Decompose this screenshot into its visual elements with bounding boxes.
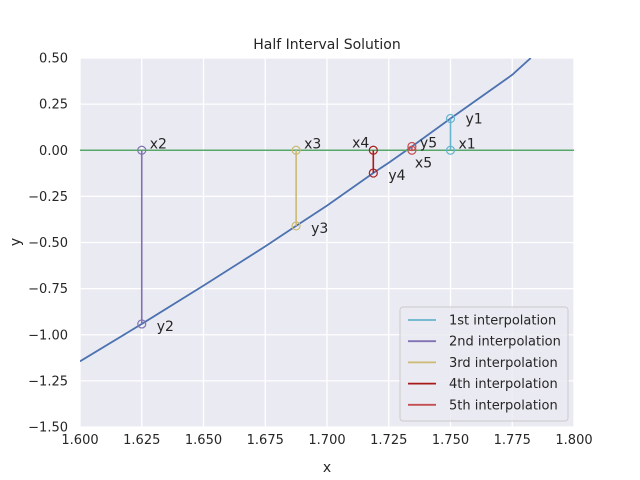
- y-point-label: y1: [466, 112, 483, 128]
- y-tick-label: −0.75: [28, 282, 68, 297]
- interpolation-y-point: [291, 221, 301, 231]
- y-point-label: y5: [420, 136, 437, 152]
- legend-label: 4th interpolation: [449, 377, 558, 392]
- x-point-label: x3: [304, 136, 321, 152]
- legend: 1st interpolation 2nd interpolation 3rd in…: [399, 306, 569, 422]
- legend-label: 3rd interpolation: [449, 356, 558, 371]
- legend-label: 1st interpolation: [449, 314, 556, 329]
- interpolation-y-point: [137, 319, 147, 329]
- x-point-label: x4: [352, 135, 369, 151]
- x-tick-label: 1.675: [247, 433, 284, 448]
- x-point-label: x2: [150, 136, 167, 152]
- interpolation-y-point: [407, 141, 417, 152]
- annotation-layer: x1 y1 x2 y2 x3 y3 x4 y4 x5 y5: [150, 112, 483, 335]
- x-tick-label: 1.800: [555, 433, 592, 448]
- function-curve: [80, 58, 532, 363]
- y-axis-label: y: [8, 238, 24, 246]
- interpolation-x-point: [445, 145, 456, 155]
- x-tick-label: 1.750: [432, 433, 469, 448]
- interpolation-y-point: [445, 113, 456, 124]
- series-layer: [80, 58, 574, 363]
- x-tick-label: 1.625: [123, 433, 160, 448]
- x-axis-label: x: [323, 460, 331, 476]
- y-tick-label: −0.50: [28, 236, 68, 251]
- x-point-label: x5: [415, 155, 432, 171]
- interpolation-x-point: [407, 145, 417, 155]
- tick-layer: 1.600 1.625 1.650 1.675 1.700 1.725 1.750 1.775…: [28, 52, 592, 449]
- grid: [79, 57, 575, 428]
- y-tick-label: −1.25: [28, 374, 68, 389]
- y-point-label: y3: [311, 221, 328, 237]
- interpolation-x-point: [137, 145, 147, 155]
- x-tick-label: 1.650: [185, 433, 222, 448]
- y-tick-label: 0.25: [39, 98, 68, 113]
- x-tick-label: 1.600: [61, 433, 98, 448]
- x-tick-label: 1.700: [308, 433, 345, 448]
- y-tick-label: −1.00: [28, 328, 68, 343]
- interpolation-x-point: [291, 145, 301, 155]
- interpolation-y-point: [368, 168, 378, 178]
- y-tick-label: 0.50: [39, 52, 68, 67]
- chart-title: Half Interval Solution: [253, 37, 400, 53]
- y-tick-label: −1.50: [28, 421, 68, 436]
- y-tick-label: −0.25: [28, 190, 68, 205]
- legend-label: 2nd interpolation: [449, 335, 561, 350]
- legend-label: 5th interpolation: [449, 398, 558, 413]
- y-point-label: y2: [157, 319, 174, 335]
- x-tick-label: 1.775: [494, 433, 531, 448]
- legend-box: [399, 306, 569, 422]
- y-tick-label: 0.00: [39, 144, 68, 159]
- y-point-label: y4: [388, 168, 405, 184]
- x-tick-label: 1.725: [370, 433, 407, 448]
- x-point-label: x1: [459, 136, 476, 152]
- interpolation-x-point: [368, 145, 378, 155]
